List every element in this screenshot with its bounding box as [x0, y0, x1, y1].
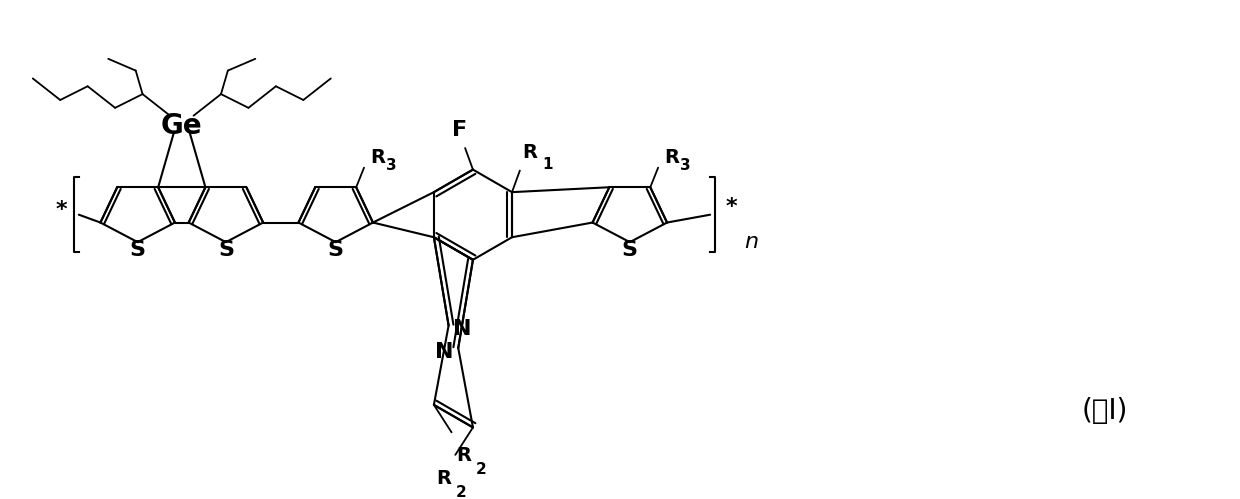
Text: S: S — [327, 240, 343, 260]
Text: R: R — [456, 447, 471, 466]
Text: N: N — [453, 319, 471, 339]
Text: 3: 3 — [681, 158, 691, 173]
Text: S: S — [621, 240, 637, 260]
Text: R: R — [436, 469, 451, 488]
Text: (式Ⅰ): (式Ⅰ) — [1083, 397, 1128, 425]
Text: 3: 3 — [386, 158, 397, 173]
Text: Ge: Ge — [161, 112, 202, 140]
Text: R: R — [522, 143, 537, 163]
Text: 2: 2 — [476, 462, 486, 477]
Text: *: * — [725, 197, 738, 217]
Text: F: F — [451, 120, 466, 140]
Text: 1: 1 — [542, 157, 553, 172]
Text: N: N — [435, 342, 454, 362]
Text: S: S — [218, 240, 234, 260]
Text: *: * — [56, 200, 67, 220]
Text: 2: 2 — [456, 485, 466, 499]
Text: R: R — [665, 148, 680, 167]
Text: R: R — [371, 148, 386, 167]
Text: n: n — [744, 232, 759, 252]
Text: S: S — [130, 240, 145, 260]
